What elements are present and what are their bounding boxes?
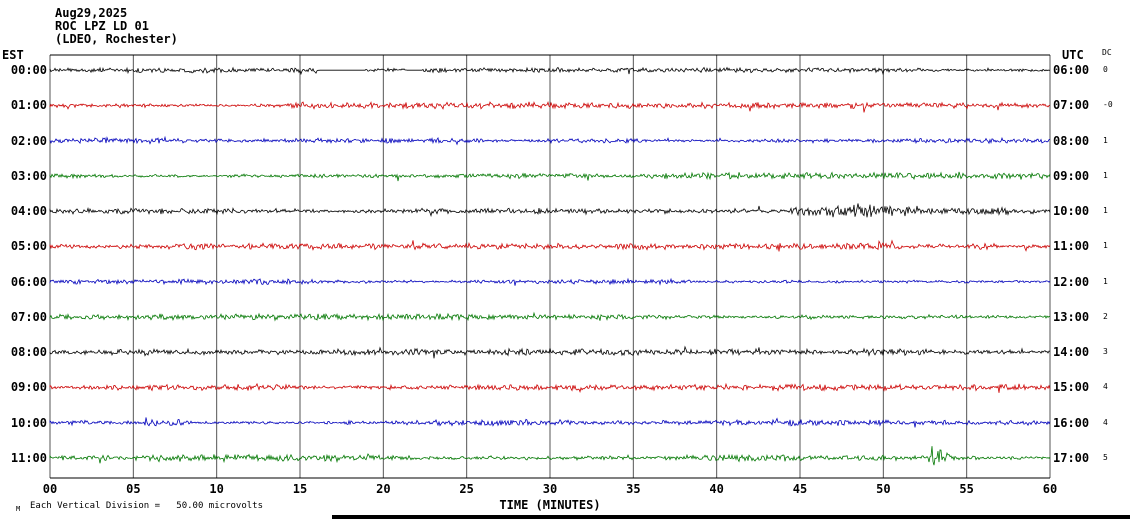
x-tick-20: 20: [376, 482, 391, 496]
row-dc-value-7: 2: [1103, 312, 1108, 321]
row-label-est-11:00: 11:00: [10, 451, 47, 465]
row-label-utc-07:00: 07:00: [1053, 98, 1090, 112]
x-tick-50: 50: [876, 482, 891, 496]
row-label-utc-16:00: 16:00: [1053, 416, 1090, 430]
x-tick-45: 45: [792, 482, 808, 496]
row-dc-value-10: 4: [1103, 418, 1108, 427]
row-label-utc-14:00: 14:00: [1053, 345, 1090, 359]
right-axis-label: UTC: [1062, 48, 1084, 62]
row-label-est-05:00: 05:00: [10, 239, 47, 253]
x-tick-15: 15: [292, 482, 308, 496]
row-dc-value-2: 1: [1103, 136, 1108, 145]
trace-07:00: [49, 311, 1050, 322]
row-label-est-02:00: 02:00: [10, 134, 47, 148]
row-label-est-04:00: 04:00: [10, 204, 47, 218]
trace-00:00: [49, 66, 1051, 76]
row-label-est-08:00: 08:00: [10, 345, 47, 359]
trace-11:00: [49, 446, 1051, 466]
row-dc-value-0: 0: [1103, 65, 1108, 74]
row-label-est-09:00: 09:00: [10, 380, 47, 394]
x-tick-25: 25: [459, 482, 474, 496]
trace-03:00: [49, 171, 1051, 182]
row-label-utc-13:00: 13:00: [1053, 310, 1090, 324]
row-dc-value-6: 1: [1103, 277, 1108, 286]
x-tick-35: 35: [626, 482, 641, 496]
header-location: (LDEO, Rochester): [55, 32, 178, 46]
row-label-utc-09:00: 09:00: [1053, 169, 1090, 183]
dc-axis-label: DC: [1102, 48, 1112, 57]
row-label-utc-08:00: 08:00: [1053, 134, 1090, 148]
row-label-utc-11:00: 11:00: [1053, 239, 1090, 253]
row-label-utc-06:00: 06:00: [1053, 63, 1090, 77]
x-axis-title: TIME (MINUTES): [499, 498, 601, 512]
row-label-est-06:00: 06:00: [10, 275, 47, 289]
trace-08:00: [49, 345, 1051, 359]
row-dc-value-3: 1: [1103, 171, 1108, 180]
row-label-utc-17:00: 17:00: [1053, 451, 1090, 465]
x-tick-40: 40: [709, 482, 724, 496]
row-dc-value-5: 1: [1103, 241, 1108, 250]
row-label-est-03:00: 03:00: [10, 169, 47, 183]
row-label-utc-10:00: 10:00: [1053, 204, 1090, 218]
trace-06:00: [49, 277, 1051, 286]
vertical-division-note: Each Vertical Division = 50.00 microvolt…: [30, 501, 263, 511]
row-label-est-07:00: 07:00: [10, 310, 47, 324]
trace-01:00: [49, 100, 1051, 113]
x-tick-55: 55: [959, 482, 974, 496]
row-dc-value-11: 5: [1103, 453, 1108, 462]
row-label-est-01:00: 01:00: [10, 98, 47, 112]
header-date: Aug29,2025: [55, 6, 128, 20]
x-tick-10: 10: [209, 482, 224, 496]
row-label-est-10:00: 10:00: [10, 416, 47, 430]
trace-02:00: [49, 135, 1051, 146]
header-station: ROC LPZ LD 01: [55, 19, 149, 33]
trace-05:00: [49, 239, 1051, 252]
row-dc-value-4: 1: [1103, 206, 1108, 215]
x-tick-30: 30: [542, 482, 558, 496]
corner-mark: M: [16, 505, 21, 513]
x-tick-05: 05: [126, 482, 141, 496]
x-tick-00: 00: [42, 482, 58, 496]
row-dc-value-1: -0: [1103, 100, 1113, 109]
trace-09:00: [49, 382, 1051, 393]
row-label-utc-12:00: 12:00: [1053, 275, 1090, 289]
row-label-utc-15:00: 15:00: [1053, 380, 1090, 394]
row-dc-value-8: 3: [1103, 347, 1108, 356]
row-dc-value-9: 4: [1103, 382, 1108, 391]
left-axis-label: EST: [2, 48, 24, 62]
x-tick-60: 60: [1042, 482, 1058, 496]
row-label-est-00:00: 00:00: [10, 63, 47, 77]
trace-04:00: [49, 203, 1051, 218]
bottom-edge-bar: [332, 515, 1130, 519]
trace-10:00: [49, 417, 1051, 428]
